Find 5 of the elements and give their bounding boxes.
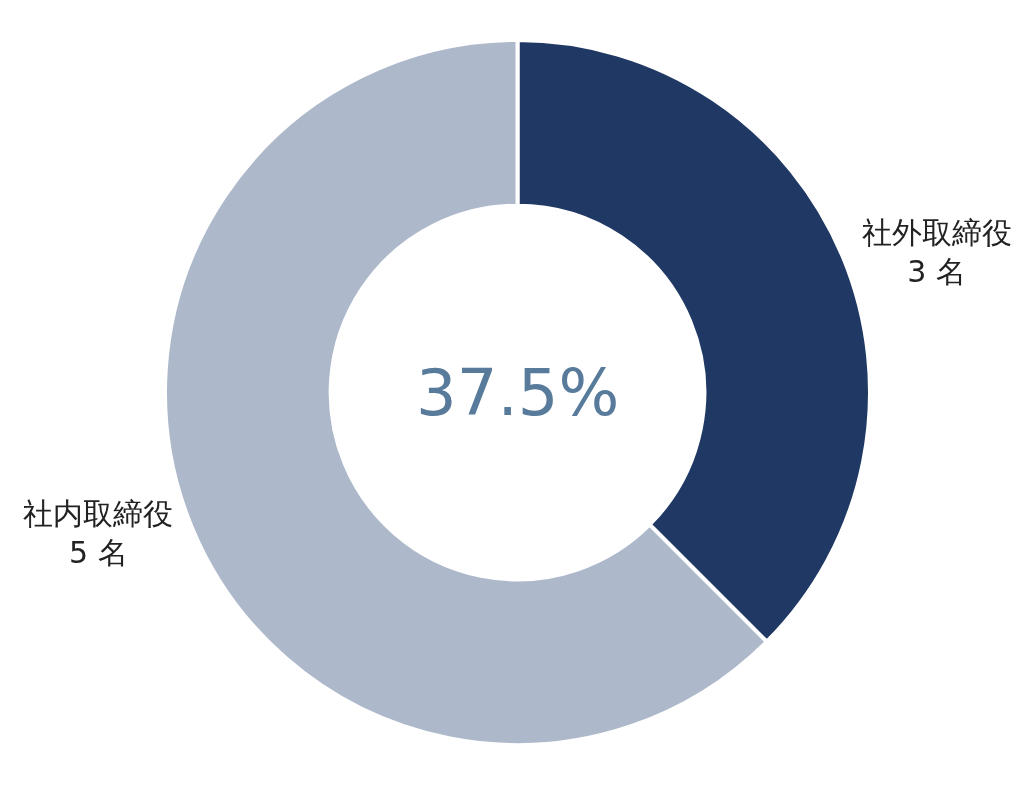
data-label: 5 名 bbox=[69, 534, 128, 570]
text: 37.5% bbox=[416, 356, 620, 430]
slice-label: 社外取締役 bbox=[861, 215, 1012, 251]
data-label: 3 名 bbox=[907, 254, 966, 290]
slice-label: 社内取締役 bbox=[23, 495, 174, 531]
